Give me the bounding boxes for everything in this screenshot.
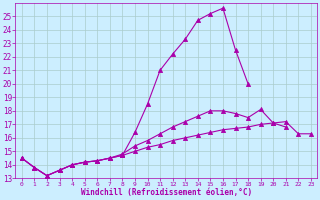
X-axis label: Windchill (Refroidissement éolien,°C): Windchill (Refroidissement éolien,°C) <box>81 188 252 197</box>
